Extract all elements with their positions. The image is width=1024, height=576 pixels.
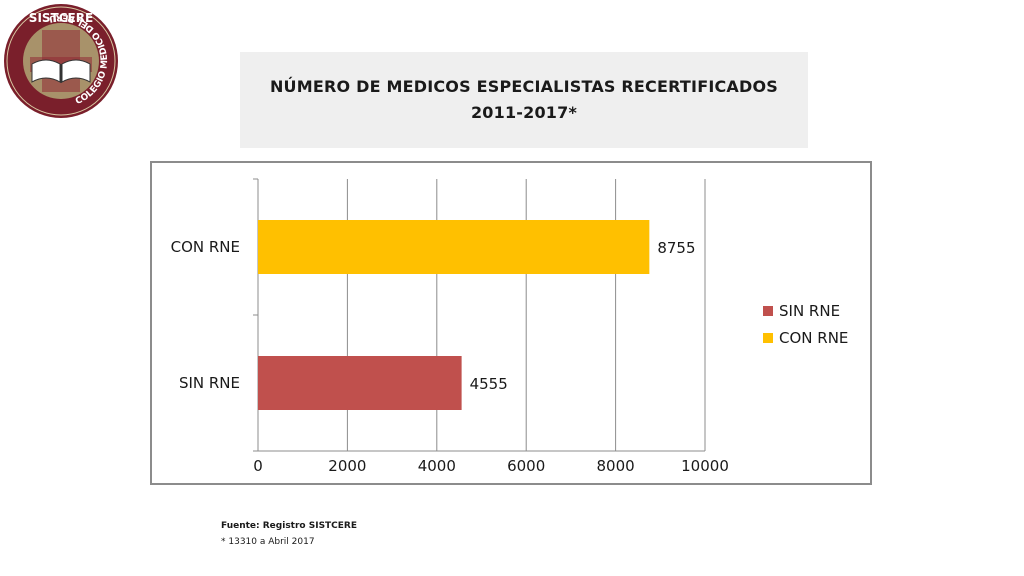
logo-top-text: SISTCERE [29, 11, 93, 25]
footnote: * 13310 a Abril 2017 [221, 537, 315, 547]
legend-swatch-0 [763, 306, 773, 316]
x-tick-label-5: 10000 [681, 457, 729, 475]
source-note: Fuente: Registro SISTCERE [221, 521, 358, 531]
legend-label-1: CON RNE [779, 329, 848, 347]
book-icon [31, 59, 91, 83]
x-tick-label-4: 8000 [597, 457, 635, 475]
bar-chart: 0 2000 4000 6000 8000 10000 SIN RNE 4555 CON RNE… [171, 178, 848, 475]
x-tick-label-2: 4000 [418, 457, 456, 475]
sistcere-logo: SISTCERE COLEGIO MEDICO DEL PERU [4, 4, 118, 118]
legend-swatch-1 [763, 333, 773, 343]
bar-sin-rne [258, 356, 462, 410]
x-tick-label-3: 6000 [507, 457, 545, 475]
data-label-1: 8755 [657, 239, 695, 257]
category-label-1: CON RNE [171, 238, 240, 256]
category-label-0: SIN RNE [179, 374, 240, 392]
chart-frame: 0 2000 4000 6000 8000 10000 SIN RNE 4555 CON RNE… [150, 161, 872, 485]
legend-label-0: SIN RNE [779, 302, 840, 320]
data-label-0: 4555 [470, 375, 508, 393]
x-tick-label-1: 2000 [328, 457, 366, 475]
title-box: NÚMERO DE MEDICOS ESPECIALISTAS RECERTIF… [240, 52, 808, 148]
chart-title: NÚMERO DE MEDICOS ESPECIALISTAS RECERTIF… [269, 77, 779, 96]
chart-subtitle: 2011-2017* [470, 103, 578, 122]
x-tick-label-0: 0 [253, 457, 263, 475]
bar-con-rne [258, 220, 650, 274]
